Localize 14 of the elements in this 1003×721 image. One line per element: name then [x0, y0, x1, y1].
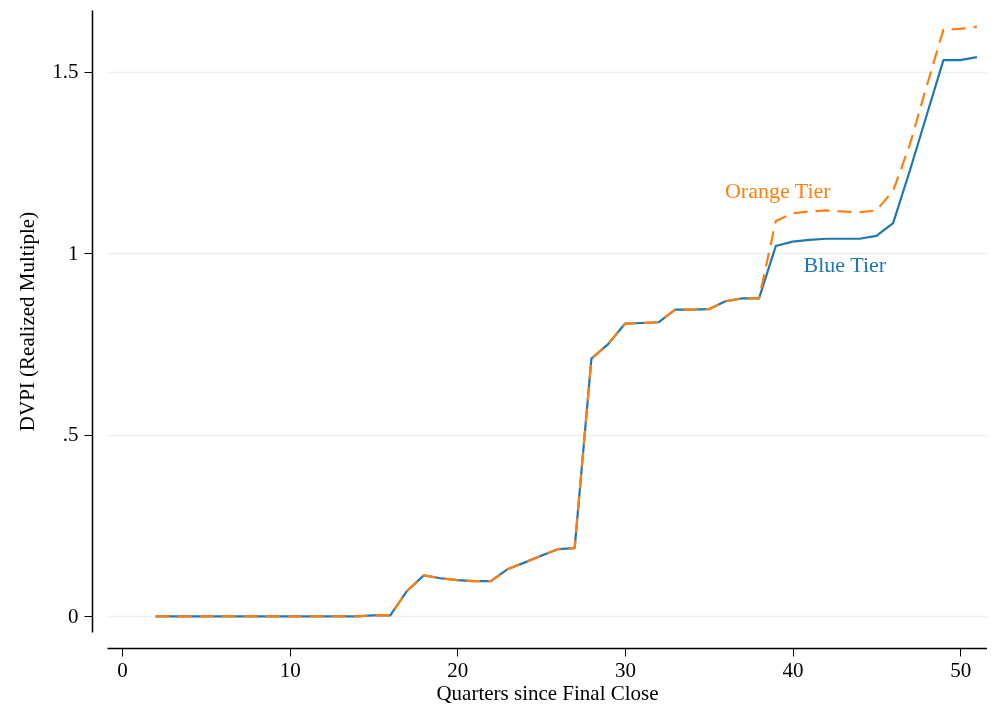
x-tick-label: 0: [117, 657, 128, 682]
x-tick-label: 20: [447, 657, 469, 682]
y-tick-label: 1: [68, 240, 79, 265]
x-tick-label: 50: [950, 657, 972, 682]
x-tick-label: 10: [279, 657, 301, 682]
x-tick-label: 40: [782, 657, 804, 682]
y-tick-label: .5: [62, 422, 79, 447]
series-label: Orange Tier: [724, 177, 832, 203]
y-tick-label: 0: [68, 603, 79, 628]
x-tick-label: 30: [614, 657, 636, 682]
x-axis-title: Quarters since Final Close: [436, 680, 659, 705]
series-label: Blue Tier: [803, 251, 887, 277]
y-tick-label: 1.5: [52, 59, 79, 84]
y-axis-title: DVPI (Realized Multiple): [15, 211, 40, 432]
